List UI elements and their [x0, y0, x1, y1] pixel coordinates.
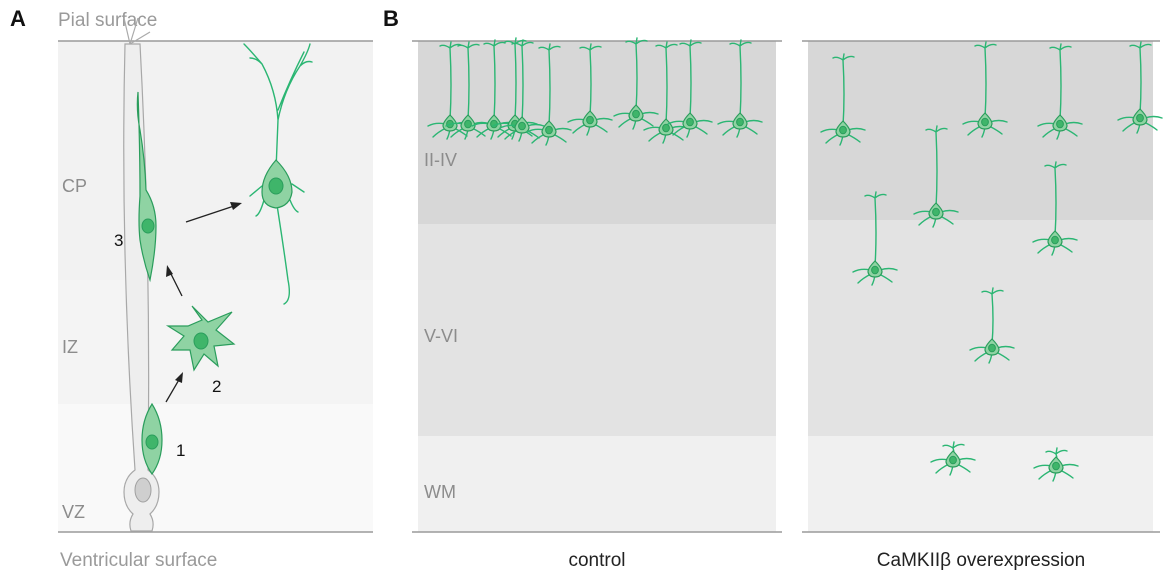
oe-neuron-1	[820, 53, 866, 146]
oe-neuron-10	[1033, 447, 1079, 482]
step-number-1: 1	[176, 441, 185, 460]
pial-surface-label: Pial surface	[58, 10, 157, 31]
arrow-2-to-3	[166, 265, 183, 297]
neuron-step-3	[136, 91, 157, 283]
control-layer-ii-iv	[418, 41, 776, 224]
caption-control: control	[568, 550, 625, 571]
radial-glia-nucleus	[134, 477, 152, 503]
step-number-2: 2	[212, 377, 221, 396]
zone-label-cp: CP	[62, 176, 87, 196]
oe-neuron-5	[913, 125, 959, 228]
control-neuron-10	[667, 39, 713, 138]
neuron-step-1	[141, 402, 163, 476]
panel-b-overexpression: CaMKIIβ overexpression	[802, 40, 1163, 571]
control-neuron-5	[499, 39, 545, 142]
mature-neuron-neurites	[243, 43, 313, 305]
zone-label-vz: VZ	[62, 502, 85, 522]
layer-label-v-vi: V-VI	[424, 326, 458, 346]
arrow-1-to-2	[165, 372, 183, 403]
control-neuron-11	[717, 39, 763, 138]
mature-neuron	[243, 43, 313, 305]
oe-neuron-3	[1037, 43, 1083, 140]
control-neurons	[427, 37, 763, 146]
oe-neuron-4	[1117, 41, 1163, 134]
overexpression-neurons	[820, 41, 1163, 482]
neuron-step-1-nucleus	[145, 434, 159, 450]
oe-layer-wm	[808, 436, 1153, 532]
layer-label-wm: WM	[424, 482, 456, 502]
arrow-3-to-mature	[185, 202, 242, 223]
oe-neuron-9	[930, 441, 976, 476]
oe-neuron-8	[969, 287, 1015, 364]
radial-glia-fiber	[123, 43, 160, 532]
zone-label-iz: IZ	[62, 337, 78, 357]
oe-neuron-7	[852, 191, 898, 286]
step-number-3: 3	[114, 231, 123, 250]
neuron-step-3-nucleus	[141, 218, 155, 234]
caption-overexpression: CaMKIIβ overexpression	[877, 550, 1085, 571]
radial-glia-endfeet	[123, 17, 151, 45]
zone-cp-band	[58, 41, 373, 280]
radial-glia-cell	[123, 17, 160, 532]
neuron-step-3-soma	[136, 91, 157, 283]
control-layer-wm	[418, 436, 776, 532]
control-neuron-8	[613, 37, 659, 130]
ventricular-surface-label: Ventricular surface	[60, 550, 217, 571]
control-neuron-2	[445, 41, 491, 140]
oe-neuron-2	[962, 41, 1008, 138]
panel-b-letter: B	[383, 6, 399, 31]
neuron-step-2-nucleus	[193, 332, 209, 350]
mature-neuron-nucleus	[268, 177, 284, 195]
control-neuron-6	[526, 43, 572, 146]
control-neuron-7	[567, 43, 613, 136]
panel-a: A Pial surface Ventricular surface CP IZ…	[10, 6, 373, 571]
layer-label-ii-iv: II-IV	[424, 150, 457, 170]
panel-a-letter: A	[10, 6, 26, 31]
oe-layer-v-vi	[808, 220, 1153, 436]
oe-layer-ii-iv	[808, 41, 1153, 220]
control-layer-v-vi	[418, 224, 776, 436]
zone-vz-band	[58, 404, 373, 532]
panel-b-control: II-IV V-VI WM control	[412, 37, 782, 571]
neuron-step-2	[165, 305, 236, 372]
oe-neuron-6	[1032, 161, 1078, 256]
